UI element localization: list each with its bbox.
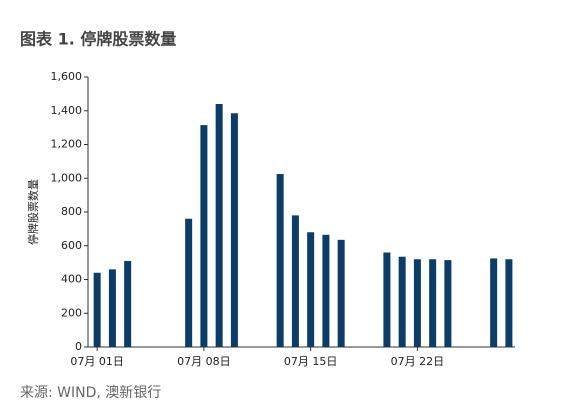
bar [337,239,345,347]
x-tick-label: 07月 08日 [177,355,231,368]
y-tick-label: 1,000 [51,171,83,184]
bar [490,258,498,347]
bar [185,218,193,347]
y-tick-label: 1,600 [51,70,83,83]
y-tick-label: 1,200 [51,138,83,151]
bar [215,104,223,347]
y-tick-label: 800 [61,205,82,218]
y-tick-label: 400 [61,273,82,286]
bar [413,259,421,347]
bar [444,260,452,347]
bar [108,269,116,347]
bar [276,174,284,347]
bar [291,215,299,347]
y-tick-label: 600 [61,239,82,252]
bar [398,256,406,347]
x-tick-label: 07月 15日 [284,355,338,368]
bar [383,252,391,347]
chart-title: 图表 1. 停牌股票数量 [20,30,176,49]
y-axis-label: 停牌股票数量 [26,179,40,245]
y-tick-label: 0 [75,340,82,353]
bar [200,125,208,347]
bar [307,232,315,347]
bar [429,259,437,347]
x-tick-label: 07月 22日 [391,355,445,368]
source: 来源: WIND, 澳新银行 [20,385,161,401]
bar [93,272,101,347]
bar [505,259,513,347]
x-tick-label: 07月 01日 [70,355,124,368]
bar [124,260,132,347]
y-tick-label: 1,400 [51,104,83,117]
bar [230,113,238,347]
bar [322,234,330,347]
y-tick-label: 200 [61,306,82,319]
